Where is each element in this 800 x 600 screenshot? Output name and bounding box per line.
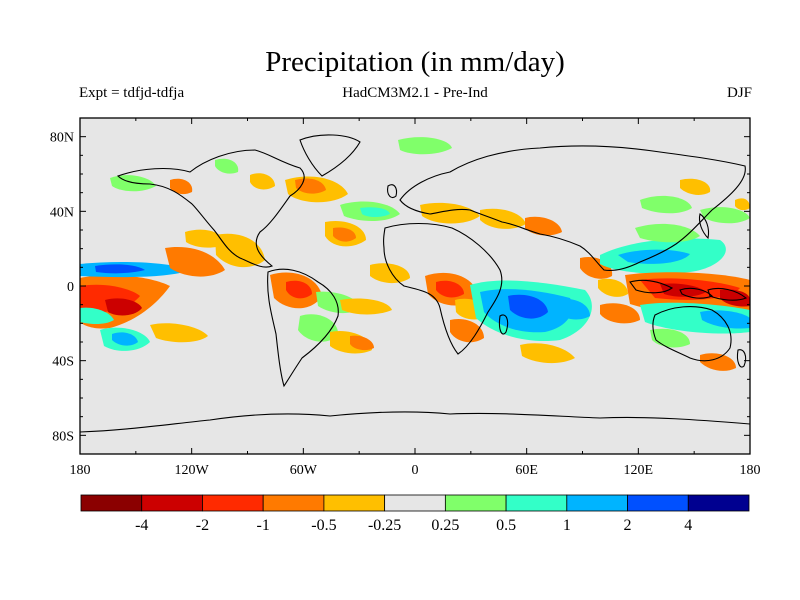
anomaly-patch: [370, 263, 410, 284]
lon-tick-label: 120E: [624, 463, 654, 478]
anomaly-patch: [700, 207, 750, 224]
anomaly-patch: [480, 208, 526, 229]
colorbar-swatch: [262, 494, 325, 512]
anomaly-patch: [333, 227, 356, 242]
lon-tick-label: 60W: [290, 463, 318, 478]
map-title: Precipitation (in mm/day): [265, 46, 565, 78]
anomaly-patch: [600, 303, 640, 324]
anomaly-patch: [95, 264, 145, 274]
coastline-eurasia: [399, 145, 746, 272]
anomaly-patch: [700, 353, 736, 371]
colorbar-label: -0.25: [368, 517, 401, 534]
colorbar-swatch: [202, 494, 264, 512]
anomaly-patch: [525, 216, 562, 236]
colorbar-label: 4: [684, 517, 692, 534]
anomaly-patch: [618, 249, 690, 264]
lat-tick-label: 80S: [52, 429, 74, 444]
lon-tick-label: 60E: [515, 463, 538, 478]
model-label: HadCM3M2.1 - Pre-Ind: [342, 85, 488, 101]
coastline-madagascar: [498, 314, 509, 335]
colorbar-label: -4: [135, 517, 148, 534]
colorbar-swatch: [627, 494, 689, 512]
anomaly-patch: [360, 207, 390, 217]
anomaly-patch: [215, 233, 265, 268]
experiment-label: Expt = tdfjd-tdfja: [79, 85, 185, 101]
anomaly-patch: [660, 283, 706, 297]
anomaly-patch: [398, 137, 452, 155]
lon-tick-label: 180: [70, 463, 91, 478]
anomaly-patch: [508, 294, 548, 319]
anomaly-patch: [720, 289, 750, 307]
lon-tick-label: 120W: [175, 463, 210, 478]
anomaly-patch: [350, 335, 374, 351]
anomaly-patch: [450, 318, 484, 343]
coastline-australia: [652, 306, 732, 362]
colorbar-label: -2: [196, 517, 209, 534]
colorbar-swatch: [323, 494, 386, 512]
anomaly-patch: [112, 332, 138, 346]
colorbar-label: -1: [257, 517, 270, 534]
season-label: DJF: [726, 85, 752, 101]
coastline-africa: [383, 223, 503, 355]
anomaly-patch: [598, 278, 628, 297]
anomaly-patch: [286, 280, 312, 299]
coastline-south-america: [267, 268, 339, 388]
colorbar-label: 1: [563, 517, 571, 534]
anomaly-patch: [735, 198, 750, 211]
colorbar-label: 0.5: [496, 517, 516, 534]
anomaly-patch: [436, 280, 464, 298]
anomaly-patch: [105, 298, 142, 316]
coastline-new-guinea: [707, 287, 748, 301]
coastline-indonesia: [629, 279, 713, 299]
anomaly-patch: [555, 298, 590, 320]
colorbar-label: -0.5: [311, 517, 336, 534]
anomaly-patch: [170, 178, 193, 195]
anomaly-patch: [150, 323, 208, 343]
anomaly-patch: [640, 195, 692, 214]
coastline-north-america: [116, 149, 305, 268]
precipitation-anomaly-layer: [80, 137, 750, 371]
colorbar-swatch: [384, 494, 446, 512]
lon-tick-label: 180: [740, 463, 761, 478]
anomaly-patch: [250, 173, 275, 190]
anomaly-patch: [700, 310, 750, 329]
coastline-japan: [698, 213, 710, 240]
colorbar-swatch: [505, 494, 568, 512]
anomaly-patch: [298, 314, 339, 342]
anomaly-patch: [340, 298, 392, 315]
colorbar-swatch: [687, 494, 750, 512]
colorbar-swatch: [141, 494, 203, 512]
lat-tick-label: 0: [67, 280, 74, 295]
coastline-layer: [80, 134, 750, 433]
colorbar: -4 -2 -1 -0.5 -0.25 0.25 0.5 1 2 4: [80, 494, 750, 534]
anomaly-patch: [165, 246, 225, 277]
lon-tick-label: 0: [412, 463, 419, 478]
colorbar-label: 0.25: [431, 517, 459, 534]
colorbar-swatch: [444, 494, 507, 512]
lat-tick-label: 40S: [52, 355, 74, 370]
anomaly-patch: [80, 307, 114, 324]
anomaly-patch: [520, 343, 575, 364]
colorbar-label: 2: [624, 517, 632, 534]
lat-tick-label: 80N: [50, 131, 74, 146]
anomaly-patch: [680, 178, 711, 195]
coastline-antarctica: [80, 411, 750, 433]
coastline-greenland: [299, 134, 361, 177]
coastline-new-zealand: [736, 349, 747, 368]
colorbar-swatch: [80, 494, 143, 512]
anomaly-patch: [420, 202, 480, 224]
anomaly-patch: [215, 158, 239, 174]
colorbar-swatch: [566, 494, 628, 512]
lat-tick-label: 40N: [50, 205, 74, 220]
coastline-britain: [387, 184, 398, 199]
